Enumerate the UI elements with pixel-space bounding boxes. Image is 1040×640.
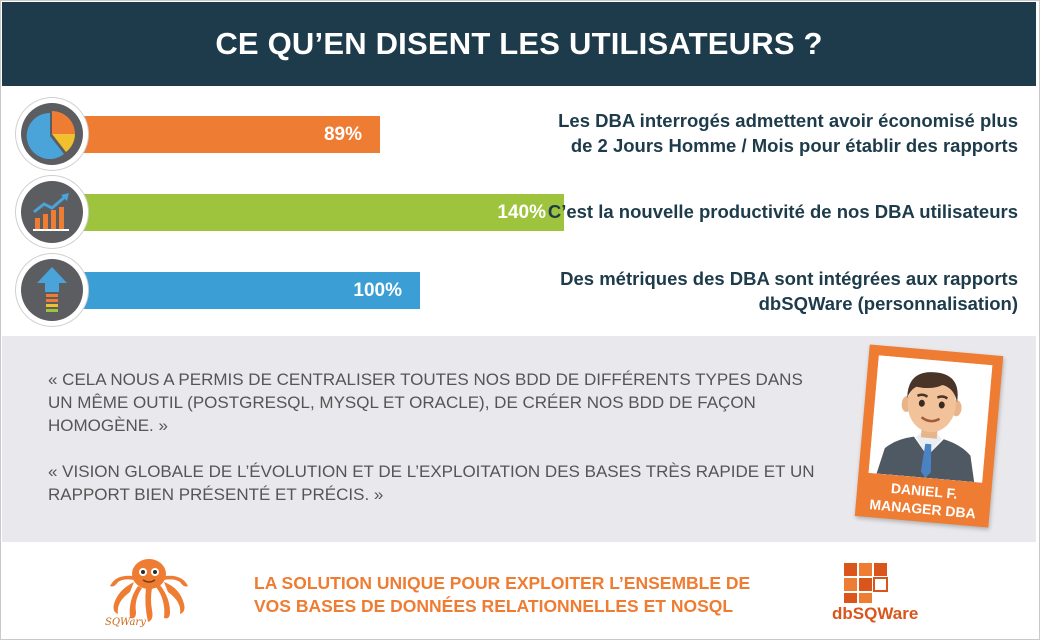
stat-description: Les DBA interrogés admettent avoir écono…: [558, 108, 1018, 158]
testimonial-quote: « Cela nous a permis de centraliser tout…: [48, 370, 803, 435]
stat-description-line: dbSQWare (personnalisation): [758, 293, 1018, 314]
tagline-line: LA SOLUTION UNIQUE POUR EXPLOITER L’ENSE…: [254, 573, 751, 593]
person-caption: DANIEL F. MANAGER DBA: [855, 476, 992, 524]
octopus-logo-icon: [110, 559, 188, 622]
sqwary-logo-text: SQWary: [105, 617, 146, 628]
stat-bar: 140%: [60, 194, 564, 231]
growth-chart-icon: [16, 176, 88, 248]
stat-description-line: C’est la nouvelle productivité de nos DB…: [547, 201, 1018, 222]
stat-value: 89%: [323, 123, 362, 145]
testimonial-quote: « Vision globale de l’évolution et de l’…: [48, 462, 815, 504]
footer: SQWary LA SOLUTION UNIQUE POUR EXPLOITER…: [2, 546, 1036, 638]
stat-bar: 100%: [60, 272, 420, 309]
stat-value: 140%: [497, 201, 546, 223]
dbsqware-logo-text: dbSQWare: [832, 604, 919, 623]
page-title: CE QU’EN DISENT LES UTILISATEURS ?: [215, 26, 823, 61]
stat-row-productivity: 140% C’est la nouvelle productivité de n…: [0, 166, 1040, 250]
page-header: CE QU’EN DISENT LES UTILISATEURS ?: [2, 2, 1036, 86]
stat-row-time-saved: 89% Les DBA interrogés admettent avoir é…: [0, 88, 1040, 172]
stat-description-line: de 2 Jours Homme / Mois pour établir des…: [570, 135, 1018, 156]
tagline-line: VOS BASES DE DONNÉES RELATIONNELLES ET N…: [254, 596, 734, 616]
stat-description: C’est la nouvelle productivité de nos DB…: [548, 199, 1018, 224]
footer-tagline: LA SOLUTION UNIQUE POUR EXPLOITER L’ENSE…: [254, 572, 750, 618]
pie-chart-icon: [16, 98, 88, 170]
stat-description-line: Des métriques des DBA sont intégrées aux…: [560, 268, 1018, 289]
dbsqware-logo-icon: [844, 563, 888, 603]
stat-description: Des métriques des DBA sont intégrées aux…: [560, 266, 1018, 316]
upload-arrow-icon: [16, 254, 88, 326]
man-avatar-icon: [868, 355, 993, 483]
stat-bar: 89%: [60, 116, 380, 153]
stat-value: 100%: [353, 279, 402, 301]
stat-description-line: Les DBA interrogés admettent avoir écono…: [558, 110, 1018, 131]
person-card: DANIEL F. MANAGER DBA: [854, 344, 1004, 528]
stat-row-metrics: 100% Des métriques des DBA sont intégrée…: [0, 244, 1040, 328]
